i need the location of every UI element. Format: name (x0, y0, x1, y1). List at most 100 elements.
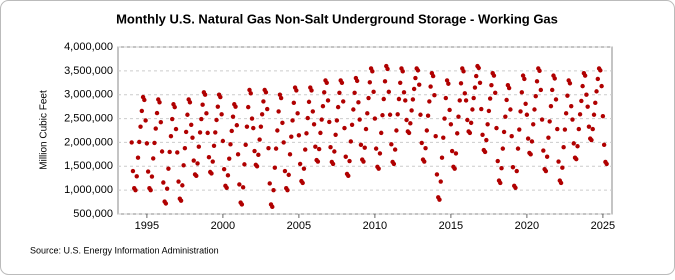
point (354, 78, 360, 84)
point (151, 156, 156, 161)
point (590, 126, 595, 132)
point (455, 131, 460, 136)
point (195, 161, 200, 166)
point (533, 93, 538, 99)
point (471, 95, 476, 101)
point (239, 202, 245, 207)
point (509, 134, 514, 139)
point (153, 126, 158, 131)
point (363, 126, 369, 132)
point (480, 132, 485, 137)
point (470, 107, 475, 112)
point (428, 84, 433, 89)
point (175, 150, 180, 155)
point (506, 85, 512, 91)
point (251, 125, 256, 131)
point (484, 137, 489, 143)
point (362, 145, 367, 150)
point (598, 68, 603, 73)
point (145, 169, 151, 174)
point (290, 118, 295, 123)
point (580, 83, 585, 89)
point (258, 124, 264, 129)
y-tick-label: 4,000,000 (64, 41, 113, 53)
point (389, 142, 394, 147)
point (569, 103, 574, 109)
point (461, 69, 466, 74)
point (220, 138, 226, 144)
point (491, 73, 497, 78)
point (531, 122, 536, 127)
point (417, 82, 422, 87)
point (325, 98, 331, 103)
point (335, 104, 341, 110)
point (520, 73, 526, 78)
point (593, 100, 598, 106)
point (547, 119, 552, 124)
point (173, 126, 179, 132)
x-tick-label: 1995 (135, 220, 159, 232)
point (158, 119, 164, 125)
point (213, 130, 218, 135)
point (446, 81, 451, 86)
point (256, 152, 261, 158)
point (424, 128, 430, 133)
point (543, 168, 549, 174)
point (218, 94, 223, 100)
point (257, 137, 262, 142)
point (441, 135, 446, 140)
point (539, 117, 545, 122)
point (474, 73, 479, 79)
point (476, 65, 481, 71)
point (495, 158, 500, 164)
point (494, 125, 499, 131)
x-tick-label: 2005 (287, 220, 311, 232)
point (585, 104, 590, 109)
chart-title: Monthly U.S. Natural Gas Non-Salt Underg… (116, 11, 558, 26)
point (139, 108, 145, 114)
point (305, 115, 310, 121)
point (247, 87, 252, 93)
point (266, 145, 271, 151)
point (214, 117, 219, 123)
point (413, 75, 418, 81)
point (452, 166, 457, 171)
point (404, 117, 409, 123)
point (130, 168, 136, 174)
point (432, 92, 437, 98)
y-tick-label: 1,000,000 (64, 184, 113, 196)
y-tick-label: 2,500,000 (64, 112, 113, 124)
point (183, 129, 189, 135)
point (485, 122, 490, 127)
point (415, 68, 421, 73)
point (348, 139, 354, 144)
point (574, 156, 579, 162)
point (546, 135, 551, 140)
point (297, 161, 303, 167)
point (154, 110, 160, 116)
point (263, 90, 269, 95)
point (286, 172, 291, 178)
point (537, 68, 542, 74)
point (403, 98, 408, 103)
point (522, 76, 527, 82)
point (191, 158, 196, 163)
point (434, 172, 440, 177)
source: Source: U.S. Energy Information Administ… (30, 245, 219, 255)
point (357, 117, 362, 122)
point (349, 122, 355, 127)
y-tick-label: 3,500,000 (64, 65, 113, 77)
point (346, 173, 351, 179)
point (273, 146, 279, 151)
point (499, 165, 504, 171)
point (316, 146, 322, 152)
point (291, 100, 297, 106)
point (281, 140, 286, 145)
point (287, 152, 293, 157)
point (143, 118, 148, 123)
point (465, 117, 470, 123)
point (230, 114, 236, 119)
point (489, 82, 494, 88)
point (373, 146, 379, 151)
